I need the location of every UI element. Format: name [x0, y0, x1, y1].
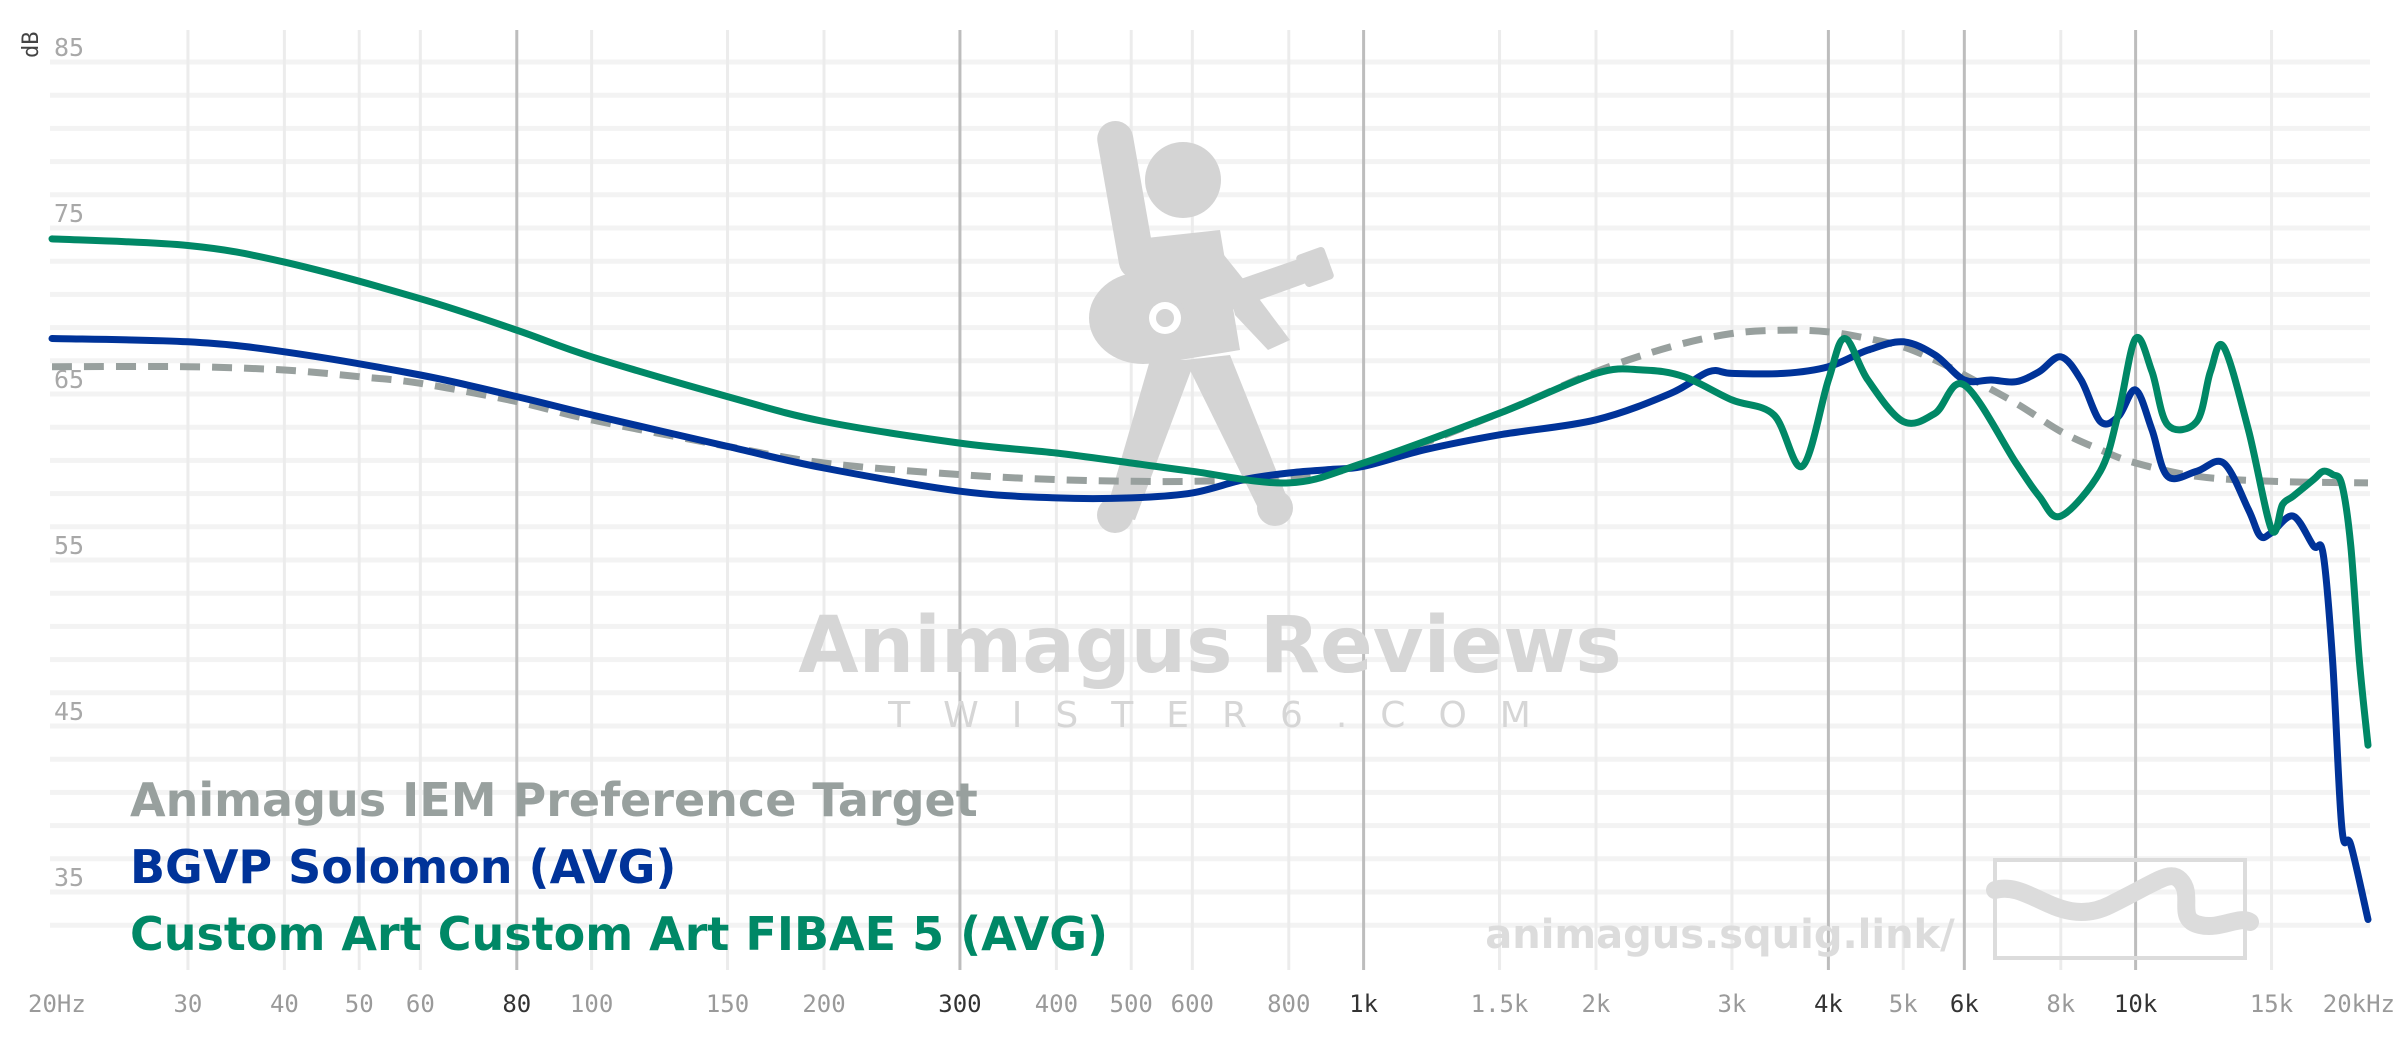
- x-tick-label: 300: [938, 990, 981, 1018]
- x-tick-label: 8k: [2046, 990, 2075, 1018]
- x-tick-label: 600: [1171, 990, 1214, 1018]
- legend-entry: BGVP Solomon (AVG): [130, 840, 676, 894]
- watermark-subtitle: TWISTER6.COM: [887, 695, 1564, 736]
- y-axis-unit-label: dB: [19, 32, 44, 59]
- y-tick-label: 45: [54, 697, 84, 726]
- x-axis-tick-labels: 20Hz 30 40 50 60 80 100 150 200 300 400 500 600 800 1k…: [28, 990, 2395, 1018]
- x-tick-label: 80: [502, 990, 531, 1018]
- x-tick-label: 40: [270, 990, 299, 1018]
- x-tick-label: 5k: [1889, 990, 1918, 1018]
- series-line-2: [48, 235, 2372, 749]
- legend-entry: Animagus IEM Preference Target: [130, 773, 978, 827]
- x-tick-label: 1k: [1349, 990, 1378, 1018]
- vertical-grid: [186, 30, 2274, 970]
- x-tick-label: 50: [345, 990, 374, 1018]
- x-tick-label: 2k: [1582, 990, 1611, 1018]
- y-tick-label: 55: [54, 531, 84, 560]
- x-tick-label: 6k: [1950, 990, 1979, 1018]
- x-tick-label: 30: [173, 990, 202, 1018]
- x-tick-label: 10k: [2114, 990, 2158, 1018]
- watermark: Animagus Reviews TWISTER6.COM animagus.s…: [798, 120, 2259, 960]
- legend: Animagus IEM Preference Target BGVP Solom…: [130, 773, 1108, 961]
- series-lines: [48, 235, 2372, 923]
- x-tick-label: 800: [1267, 990, 1310, 1018]
- y-tick-label: 85: [54, 33, 84, 62]
- series-line-1: [48, 335, 2372, 923]
- x-tick-label: 1.5k: [1471, 990, 1529, 1018]
- x-tick-label: 60: [406, 990, 435, 1018]
- y-tick-label: 35: [54, 863, 84, 892]
- horizontal-grid: [50, 59, 2370, 928]
- x-tick-label: 150: [706, 990, 749, 1018]
- watermark-url: animagus.squig.link/: [1485, 912, 1955, 958]
- x-tick-label: 200: [802, 990, 845, 1018]
- x-tick-label: 3k: [1717, 990, 1746, 1018]
- x-tick-label: 15k: [2250, 990, 2294, 1018]
- x-tick-label: 20Hz: [28, 990, 86, 1018]
- x-tick-label: 500: [1110, 990, 1153, 1018]
- x-tick-label: 400: [1035, 990, 1078, 1018]
- y-tick-label: 75: [54, 199, 84, 228]
- series-line-0: [51, 326, 2369, 487]
- squiglink-logo-icon: [1986, 858, 2259, 960]
- x-tick-label: 4k: [1814, 990, 1843, 1018]
- legend-entry: Custom Art Custom Art FIBAE 5 (AVG): [130, 907, 1108, 961]
- x-tick-label: 20kHz: [2323, 990, 2395, 1018]
- x-tick-label: 100: [570, 990, 613, 1018]
- watermark-title: Animagus Reviews: [798, 601, 1621, 691]
